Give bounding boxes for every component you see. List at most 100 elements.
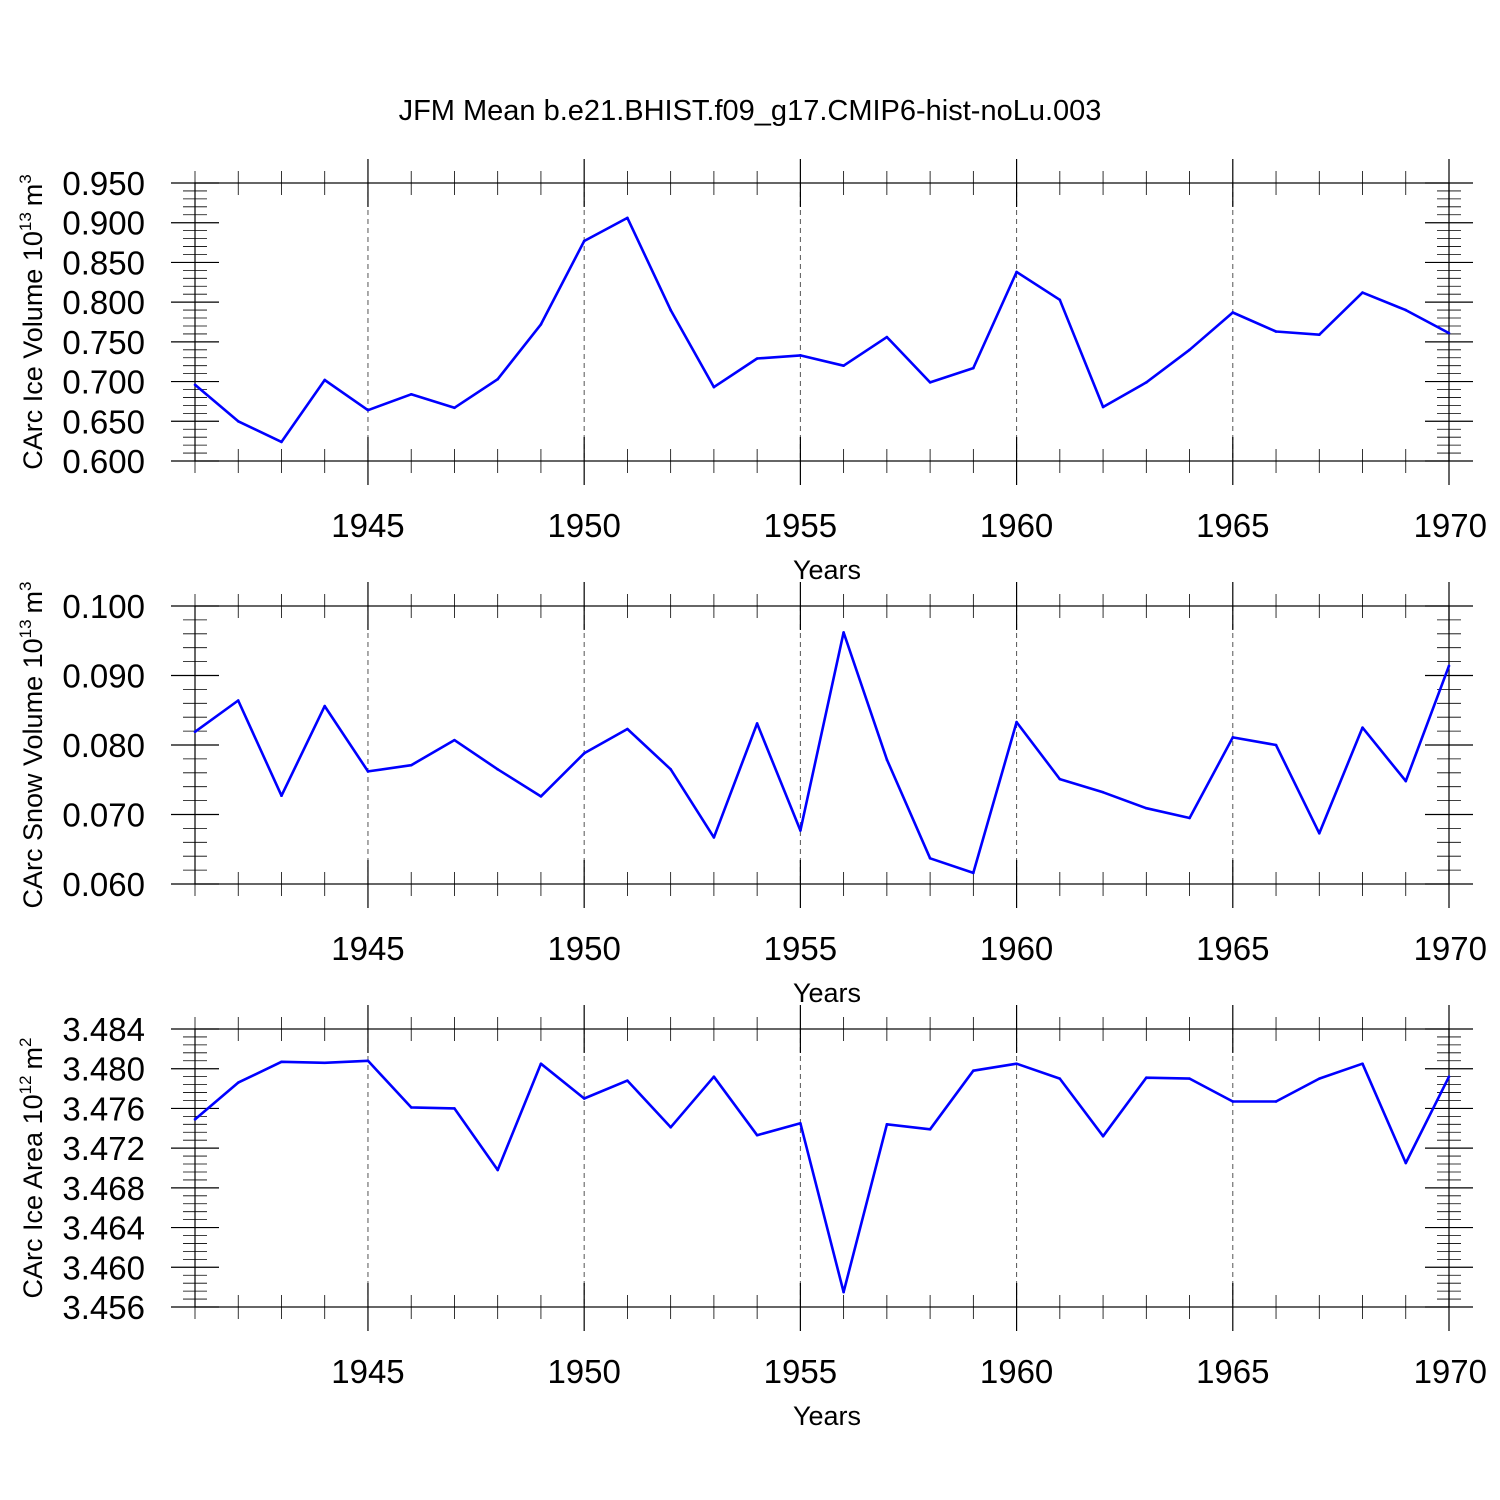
data-point: [539, 1062, 543, 1066]
data-point: [496, 768, 499, 771]
x-tick-label: 1950: [547, 930, 620, 967]
data-point: [1015, 1062, 1018, 1066]
data-point: [1361, 1062, 1364, 1066]
y-axis-title-part: CArc Snow Volume 10: [18, 638, 48, 908]
data-point: [799, 1122, 802, 1125]
panel-1: 1945 1950 1955 1960 1965 19700.6000.6500.7000…: [16, 159, 1487, 585]
y-axis-title-part: 13: [16, 619, 35, 638]
y-axis-title-part: m: [18, 1047, 48, 1070]
y-tick-label: 3.472: [62, 1130, 145, 1167]
x-tick-label: 1965: [1196, 930, 1269, 967]
data-point: [582, 1097, 586, 1100]
data-point: [755, 722, 759, 725]
data-point: [1361, 726, 1364, 729]
data-point: [842, 1290, 845, 1294]
y-axis-title-part: 13: [16, 212, 35, 231]
y-axis-title: CArc Snow Volume 1013 m3: [16, 581, 48, 908]
y-tick-label: 3.464: [62, 1210, 145, 1247]
data-point: [1447, 1075, 1451, 1078]
x-tick-label: 1970: [1414, 507, 1487, 544]
y-tick-label: 0.600: [62, 443, 145, 480]
panel-2: 1945 1950 1955 1960 1965 1970 0.060 0.070 0.080 0…: [16, 581, 1487, 1008]
data-point: [453, 406, 456, 410]
data-point: [885, 335, 889, 339]
data-point: [928, 856, 932, 860]
y-axis-title-part: CArc Ice Area 10: [18, 1094, 48, 1298]
data-point: [193, 383, 197, 387]
x-axis-title: Years: [793, 1401, 861, 1431]
x-tick-label: 1960: [980, 1353, 1053, 1390]
data-point: [885, 1123, 889, 1126]
data-point: [626, 727, 629, 731]
data-point: [582, 752, 586, 755]
data-point: [1317, 333, 1321, 337]
data-point: [972, 871, 975, 875]
data-point: [885, 758, 889, 761]
y-axis-title-part: m: [18, 591, 48, 614]
data-point: [1101, 790, 1105, 794]
data-point: [669, 768, 672, 771]
data-point: [1317, 831, 1321, 835]
x-tick-label: 1945: [331, 507, 404, 544]
data-series-line: [194, 631, 1451, 875]
y-axis-title-part: 2: [16, 1038, 35, 1047]
data-point: [1101, 405, 1105, 409]
data-point: [1231, 736, 1235, 739]
x-tick-label: 1945: [331, 930, 404, 967]
data-point: [582, 239, 586, 243]
y-axis-title-part: 12: [16, 1075, 35, 1094]
panel-3: 1945 1950 1955 1960 1965 19703.4563.4603.4643…: [16, 1005, 1487, 1431]
data-point: [1145, 806, 1148, 810]
data-point: [972, 366, 975, 370]
x-tick-label: 1965: [1196, 1353, 1269, 1390]
data-point: [1274, 1100, 1278, 1103]
data-point: [280, 440, 283, 444]
data-point: [1404, 779, 1408, 783]
data-point: [236, 419, 240, 423]
data-point: [755, 1133, 759, 1137]
x-tick-label: 1960: [980, 507, 1053, 544]
y-tick-label: 3.476: [62, 1090, 145, 1127]
y-tick-label: 0.070: [62, 797, 145, 834]
y-tick-label: 0.650: [62, 403, 145, 440]
plot-frame: [194, 1028, 1450, 1308]
y-tick-label: 3.456: [62, 1289, 145, 1326]
data-point: [1188, 816, 1191, 820]
x-tick-label: 1970: [1414, 1353, 1487, 1390]
data-point: [323, 378, 327, 382]
data-point: [755, 357, 759, 360]
data-point: [1188, 1077, 1191, 1080]
data-point: [193, 1118, 197, 1121]
data-point: [1447, 664, 1451, 668]
data-point: [236, 699, 240, 702]
data-point: [409, 392, 413, 396]
chart-title: JFM Mean b.e21.BHIST.f09_g17.CMIP6-hist-…: [399, 95, 1102, 127]
data-point: [1145, 381, 1148, 384]
data-point: [539, 795, 543, 798]
x-tick-label: 1965: [1196, 507, 1269, 544]
data-point: [409, 1106, 413, 1109]
y-tick-label: 0.100: [62, 588, 145, 625]
data-point: [1101, 1134, 1105, 1138]
x-tick-label: 1955: [764, 1353, 837, 1390]
data-point: [669, 1125, 672, 1129]
data-point: [1015, 720, 1018, 724]
y-tick-label: 0.060: [62, 866, 145, 903]
y-tick-label: 0.850: [62, 244, 145, 281]
data-point: [712, 836, 716, 839]
data-point: [928, 1127, 932, 1131]
y-axis-title: CArc Ice Volume 1013 m3: [16, 174, 48, 470]
data-point: [1058, 777, 1062, 781]
x-tick-label: 1955: [764, 930, 837, 967]
data-point: [842, 631, 845, 634]
data-point: [280, 1060, 283, 1064]
y-tick-label: 0.900: [62, 205, 145, 242]
plot-frame: [194, 605, 1450, 885]
data-point: [972, 1069, 975, 1072]
data-point: [1231, 1100, 1235, 1103]
y-axis-title: CArc Ice Area 1012 m2: [16, 1038, 48, 1299]
y-tick-label: 0.700: [62, 364, 145, 401]
data-point: [1447, 331, 1451, 335]
data-point: [496, 377, 499, 381]
